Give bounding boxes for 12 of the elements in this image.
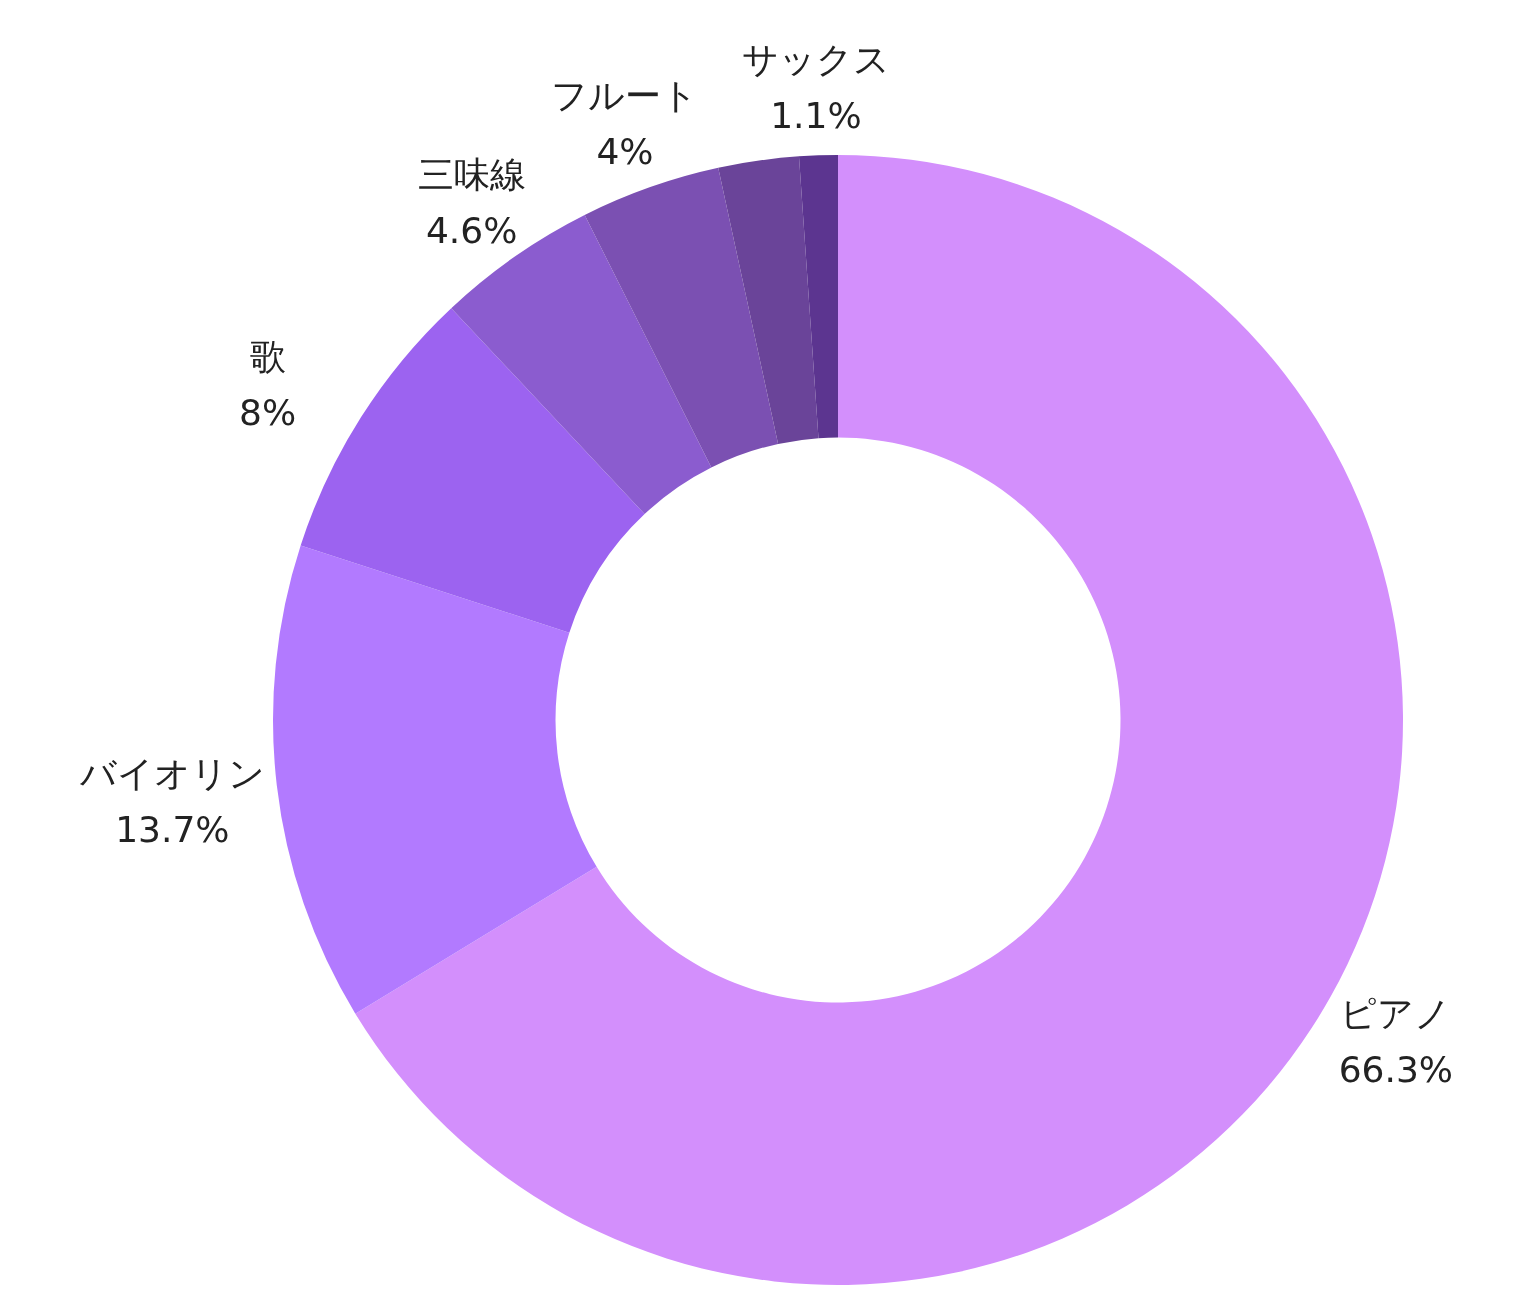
slice-label: ピアノ [1340,992,1452,1034]
data-label: 4% [596,131,654,173]
data-label: 4.6% [425,210,518,252]
slice-label: 歌 [249,336,286,378]
slice-label: バイオリン [78,753,265,795]
slice-label: 三味線 [417,154,526,196]
data-label: 13.7% [115,809,230,851]
data-label: 1.1% [770,95,862,137]
data-label: 8% [239,392,297,434]
slice-label: サックス [741,39,890,81]
data-label: 66.3% [1338,1048,1454,1090]
slice-label: フルート [551,75,699,117]
